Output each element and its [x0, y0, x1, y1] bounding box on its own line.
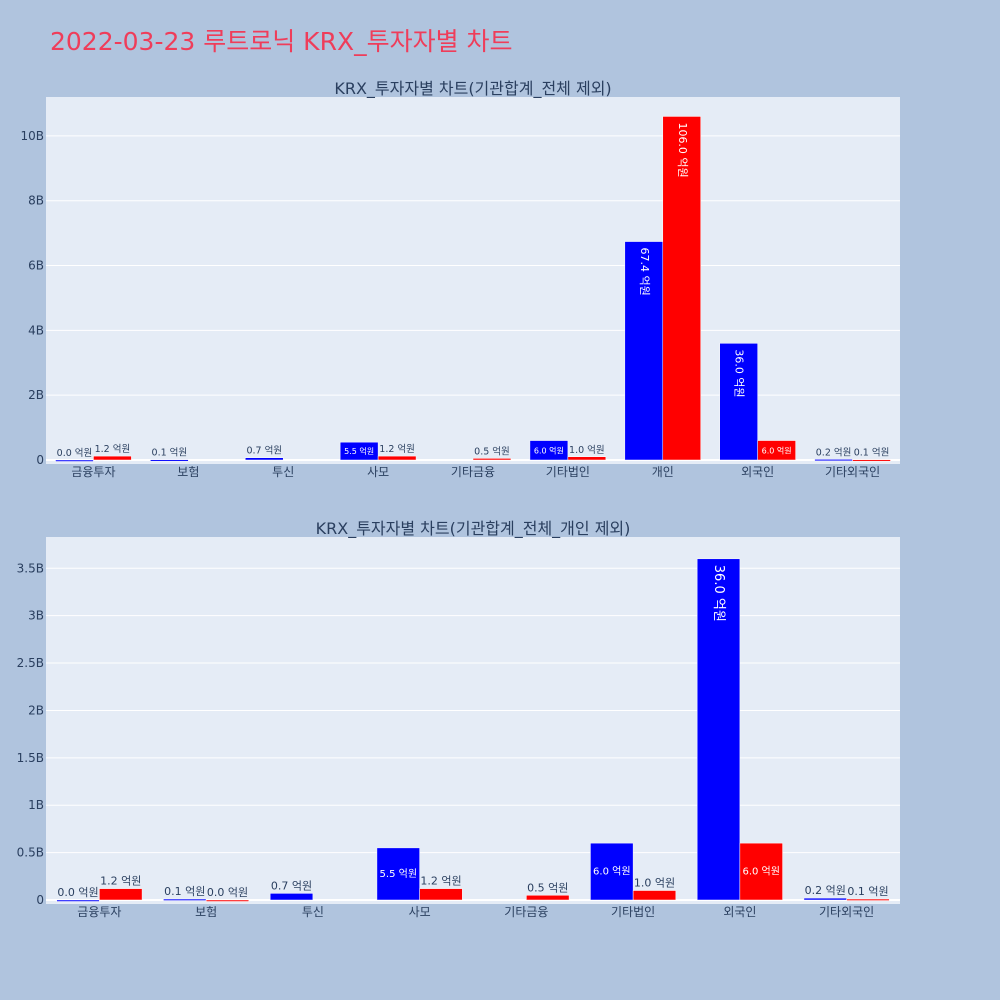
data-label: 106.0 억원 — [676, 122, 689, 177]
plot-area — [46, 97, 900, 464]
data-label: 1.2 억원 — [420, 875, 461, 888]
x-tick-label: 투신 — [302, 905, 324, 919]
data-label: 6.0 억원 — [762, 445, 792, 455]
y-tick-label: 1.5B — [17, 751, 44, 765]
data-label: 0.1 억원 — [152, 447, 188, 459]
data-label: 0.1 억원 — [164, 885, 205, 898]
bar — [529, 440, 569, 461]
bar — [150, 459, 189, 462]
x-tick-label: 기타외국인 — [825, 465, 880, 479]
data-label: 0.5 억원 — [474, 445, 510, 457]
bar — [567, 456, 607, 461]
bar — [632, 890, 677, 901]
data-label: 0.1 억원 — [847, 885, 888, 898]
bar — [852, 459, 891, 462]
bar — [163, 898, 207, 901]
x-tick-label: 투신 — [272, 465, 294, 479]
bar — [624, 241, 664, 461]
y-tick-label: 3B — [28, 609, 44, 623]
bar — [245, 457, 284, 461]
data-label: 67.4 억원 — [638, 248, 651, 296]
x-tick-label: 외국인 — [723, 905, 756, 919]
plot-area — [46, 537, 900, 904]
data-label: 1.0 억원 — [569, 444, 605, 456]
x-tick-label: 사모 — [409, 905, 431, 919]
bar — [803, 897, 847, 901]
chart-title: KRX_투자자별 차트(기관합계_전체 제외) — [334, 79, 611, 99]
bar — [526, 895, 570, 901]
data-label: 0.2 억원 — [816, 446, 852, 458]
data-label: 0.1 억원 — [854, 447, 890, 459]
x-tick-label: 개인 — [652, 465, 674, 479]
chart-investor-excl-individual: 0 0.5B 1B 1.5B 2B 2.5B 3B 3.5B KRX_투자자별 차트(기관합계_… — [17, 519, 900, 919]
bar — [99, 888, 143, 901]
data-label: 0.0 억원 — [57, 886, 98, 899]
bar — [719, 343, 758, 461]
chart-title: KRX_투자자별 차트(기관합계_전체_개인 제외) — [316, 519, 631, 539]
bar — [93, 455, 132, 461]
data-label: 36.0 억원 — [711, 565, 726, 622]
bar — [377, 455, 417, 461]
bar — [814, 459, 853, 462]
y-tick-label: 0.5B — [17, 846, 44, 860]
y-tick-label: 4B — [28, 323, 44, 337]
y-tick-label: 8B — [28, 194, 44, 208]
x-tick-label: 기타법인 — [546, 465, 590, 479]
bar — [757, 440, 796, 461]
x-tick-label: 금융투자 — [77, 905, 121, 919]
y-tick-label: 1B — [28, 798, 44, 812]
bar — [205, 899, 250, 902]
data-label: 1.0 억원 — [634, 877, 675, 890]
bar — [662, 116, 701, 461]
data-label: 0.5 억원 — [527, 881, 568, 894]
y-tick-label: 0 — [36, 893, 44, 907]
data-label: 6.0 억원 — [534, 445, 564, 455]
data-label: 5.5 억원 — [344, 446, 374, 456]
y-tick-label: 6B — [28, 259, 44, 273]
bar — [846, 898, 890, 901]
data-label: 0.7 억원 — [271, 879, 312, 892]
data-label: 0.0 억원 — [57, 447, 93, 459]
data-label: 1.2 억원 — [100, 875, 141, 888]
data-label: 1.2 억원 — [379, 443, 415, 455]
x-tick-label: 금융투자 — [71, 465, 115, 479]
page-title: 2022-03-23 루트로닉 KRX_투자자별 차트 — [50, 27, 513, 56]
bar — [419, 888, 463, 901]
bar — [269, 893, 314, 901]
data-label: 36.0 억원 — [733, 349, 746, 397]
bar — [55, 459, 94, 462]
data-label: 1.2 억원 — [95, 443, 131, 455]
y-tick-label: 0 — [36, 453, 44, 467]
x-tick-label: 사모 — [367, 465, 389, 479]
data-label: 6.0 억원 — [593, 866, 630, 878]
x-tick-label: 보험 — [177, 465, 199, 479]
bar — [376, 847, 420, 901]
x-tick-label: 기타법인 — [611, 905, 655, 919]
y-tick-label: 2B — [28, 703, 44, 717]
data-label: 0.0 억원 — [207, 886, 248, 899]
data-label: 6.0 억원 — [742, 866, 779, 878]
x-tick-label: 보험 — [195, 905, 217, 919]
y-tick-label: 2B — [28, 388, 44, 402]
data-label: 5.5 억원 — [380, 868, 417, 880]
bar — [56, 899, 100, 902]
bar — [696, 558, 741, 901]
chart-investor-all: 0 2B 4B 6B 8B 10B KRX_투자자별 차트(기관합계_전체 제외) 금융투자 0… — [20, 79, 900, 479]
y-tick-label: 2.5B — [17, 656, 44, 670]
y-tick-label: 10B — [20, 129, 44, 143]
bar — [339, 441, 379, 461]
data-label: 0.7 억원 — [246, 445, 282, 457]
x-tick-label: 외국인 — [741, 465, 774, 479]
bar — [739, 842, 783, 901]
x-tick-label: 기타금융 — [504, 905, 548, 919]
x-tick-label: 기타외국인 — [819, 905, 874, 919]
y-tick-label: 3.5B — [17, 561, 44, 575]
bar — [590, 842, 634, 901]
x-tick-label: 기타금융 — [451, 465, 495, 479]
data-label: 0.2 억원 — [805, 884, 846, 897]
bar — [472, 458, 512, 461]
